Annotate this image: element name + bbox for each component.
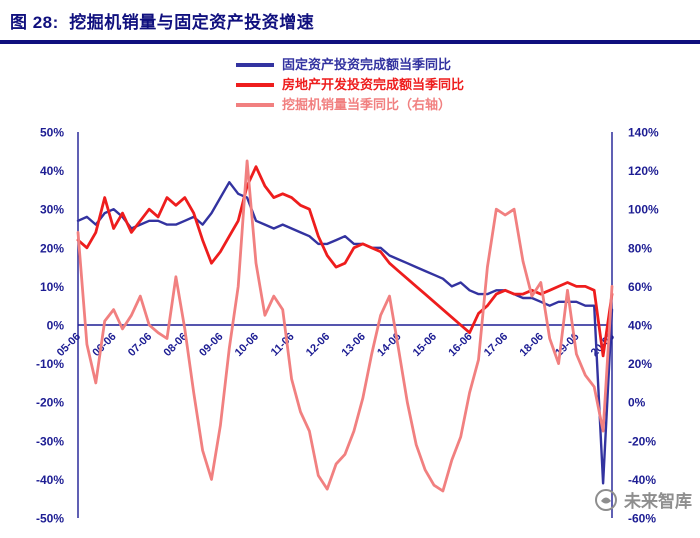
x-axis-tick: 11-06 [269,331,297,359]
x-axis-tick: 09-06 [197,331,225,359]
x-axis-tick: 18-06 [518,331,546,359]
legend-item-real-estate: 房地产开发投资完成额当季同比 [235,76,464,93]
series-line-0 [76,180,614,485]
right-axis-tick: 140% [628,126,659,140]
left-axis-tick: 10% [40,280,64,294]
x-axis-tick: 06-06 [90,331,118,359]
watermark-logo-icon [594,488,618,512]
right-axis-tick: -20% [628,434,656,448]
left-axis-tick: -50% [36,512,64,526]
x-axis-tick: 15-06 [411,331,439,359]
right-axis-tick: 100% [628,203,659,217]
left-axis-tick: -10% [36,357,64,371]
legend-swatch-real-estate [235,82,274,87]
left-axis-tick: 50% [40,126,64,140]
x-axis-tick: 12-06 [304,331,332,359]
legend-label-excavator: 挖掘机销量当季同比（右轴） [281,97,451,112]
right-axis-tick: -40% [628,473,656,487]
legend-swatch-fixed-asset [235,62,274,67]
watermark: 未来智库 [594,487,692,512]
x-axis-tick: 07-06 [126,331,154,359]
right-axis-tick: 20% [628,357,652,371]
legend-items: 固定资产投资完成额当季同比 房地产开发投资完成额当季同比 挖掘机销量当季同比（右… [235,56,464,113]
left-axis-tick: -30% [36,434,64,448]
x-axis-tick: 13-06 [340,331,368,359]
x-axis-tick: 17-06 [482,331,510,359]
legend-swatch-excavator [235,102,274,107]
x-axis-tick: 16-06 [446,331,474,359]
legend-label-real-estate: 房地产开发投资完成额当季同比 [281,77,464,92]
series-line-2 [76,159,614,493]
figure-title: 图 28: 挖掘机销量与固定资产投资增速 [10,13,315,32]
right-axis-tick: 40% [628,319,652,333]
series-line-1 [76,165,614,358]
right-axis-tick: -60% [628,512,656,526]
chart-legend: 固定资产投资完成额当季同比 房地产开发投资完成额当季同比 挖掘机销量当季同比（右… [0,56,700,113]
left-axis-tick: 30% [40,203,64,217]
left-axis-tick: 40% [40,164,64,178]
chart-svg: 50% 40% 30% 20% 10% 0% -10% -20% -30% -40% -50% 140… [36,126,659,526]
left-axis-tick: -20% [36,396,64,410]
right-axis-tick: 0% [628,396,646,410]
right-axis-tick: 60% [628,280,652,294]
left-axis-tick: 0% [47,319,65,333]
legend-item-fixed-asset: 固定资产投资完成额当季同比 [235,56,451,73]
x-axis-tick: 05-06 [55,331,83,359]
x-axis-tick: 10-06 [233,331,261,359]
watermark-text: 未来智库 [624,492,692,511]
left-axis-tick: 20% [40,241,64,255]
left-axis-tick: -40% [36,473,64,487]
right-axis-tick: 80% [628,241,652,255]
legend-label-fixed-asset: 固定资产投资完成额当季同比 [281,57,451,72]
legend-item-excavator: 挖掘机销量当季同比（右轴） [235,96,451,113]
title-underline [0,40,700,44]
right-axis-tick: 120% [628,164,659,178]
